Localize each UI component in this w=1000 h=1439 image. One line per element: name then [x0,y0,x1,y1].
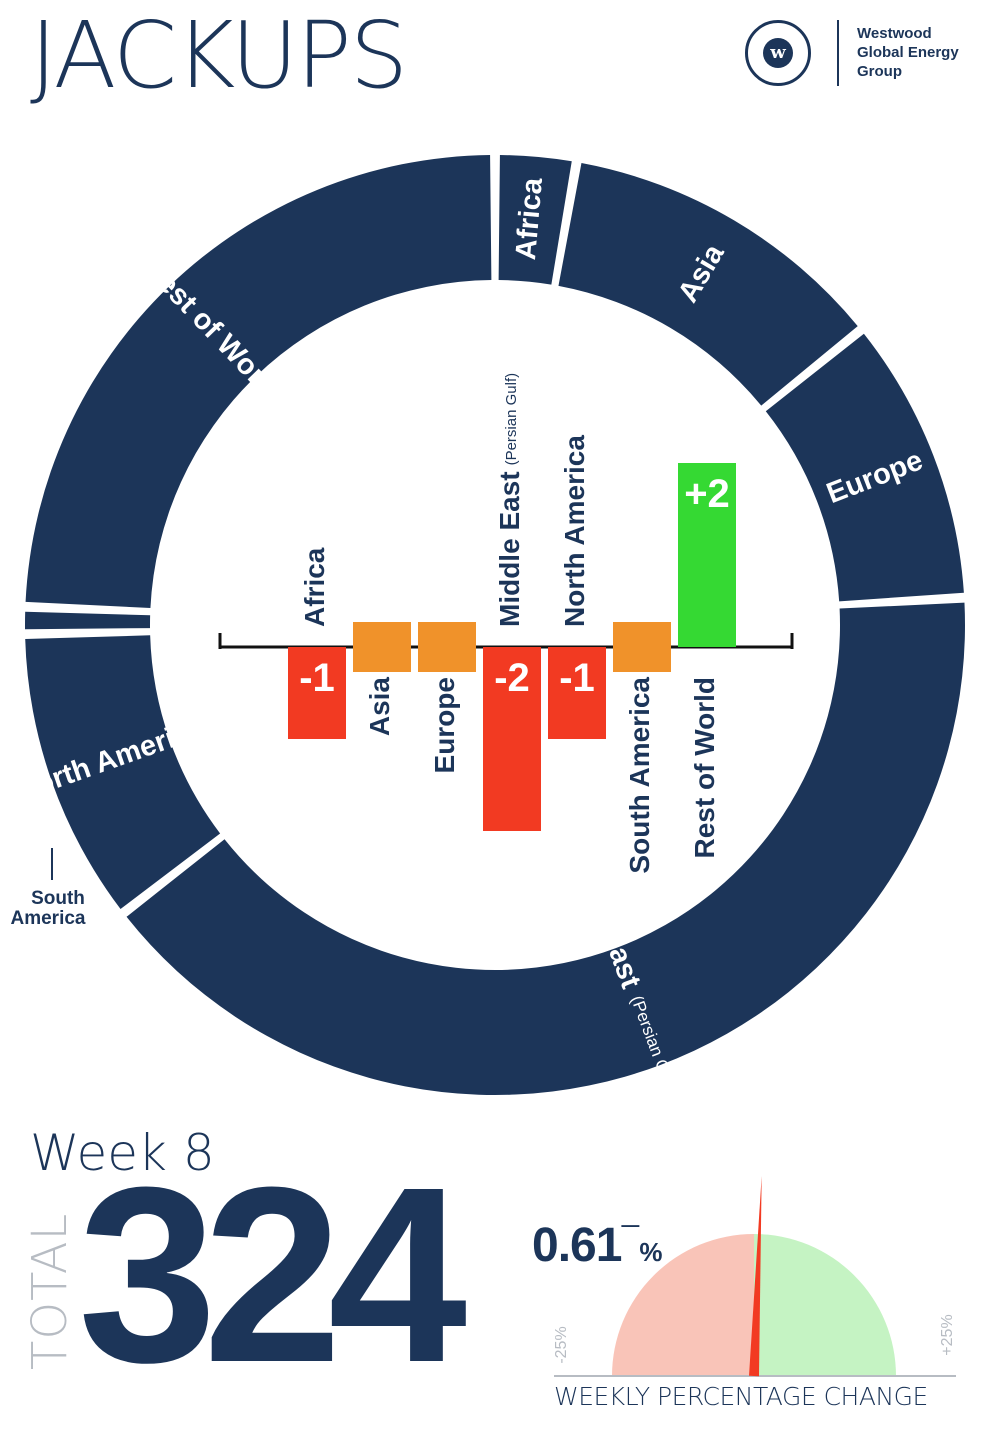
weekly-change-unit: % [639,1237,663,1267]
logo-mark-letter: w [763,38,793,68]
donut-label-word: South [31,888,85,909]
bar-category-label-middle-east: Middle East (Persian Gulf) [494,373,525,627]
gauge-title: WEEKLY PERCENTAGE CHANGE [554,1382,928,1411]
donut-external-label: South America [11,848,86,929]
donut-slice-north-america [25,635,221,910]
bar-value-label: -1 [559,656,595,700]
logo-text-line: Westwood [857,25,932,42]
logo-text-line: Group [857,63,902,80]
bar-category-main: South America [624,677,655,874]
donut-label-africa: Africa [510,176,549,262]
bar-value-label: -2 [494,656,530,700]
gauge-positive-half [754,1234,896,1376]
bar-south-america [613,622,671,672]
bar-category-main: Rest of World [689,677,720,858]
donut-slice-europe [765,333,964,602]
donut-label-word: America [11,908,86,929]
logo-mark-icon: w [745,20,811,86]
change-bar-chart: -1 Africa Asia Europe -2 Middle East (Persian … [218,373,794,874]
bar-rest-of-world [678,463,736,647]
total-value: 324 [78,1135,467,1414]
bar-north-america [548,647,606,739]
donut-slice-rest-of-world [25,155,492,609]
bar-category-main: North America [559,435,590,627]
total-label: TOTAL [22,1212,78,1370]
company-logo: w Westwood Global Energy Group [745,20,985,90]
bar-middle-east [483,647,541,831]
donut-slice-south-america [24,611,151,630]
bar-category-label-north-america: North America [559,435,590,627]
bar-asia [353,622,411,672]
bar-category-main: Europe [429,677,460,773]
gauge-max-label: +25% [939,1314,956,1355]
gauge-needle [749,1176,762,1377]
bar-value-label: -1 [299,656,335,700]
bar-category-main: Middle East [494,471,525,627]
donut-label-south-america: South America [11,888,86,929]
donut-slice-asia [558,163,858,406]
bar-europe [418,622,476,672]
donut-label-main: Africa [510,176,549,262]
donut-slice-middle-east [126,602,965,1095]
donut-slice-africa [498,155,572,285]
logo-text-line: Global Energy [857,44,959,61]
bar-category-sub: (Persian Gulf) [503,373,520,466]
bar-category-main: Africa [299,547,330,627]
bar-value-label: +2 [684,472,730,516]
weekly-change-value: 0.61 [532,1219,622,1272]
logo-divider [837,20,839,86]
bar-category-main: Asia [364,677,395,737]
bar-category-label-rest-of-world: Rest of World [689,677,720,858]
page-title: JACKUPS [30,2,408,109]
bar-category-label-south-america: South America [624,677,655,874]
bar-category-label-asia: Asia [364,677,395,737]
weekly-change-gauge: -25% +25% [553,1176,956,1377]
bar-category-label-europe: Europe [429,677,460,773]
change-direction-icon: — [621,1215,640,1235]
bar-category-label-africa: Africa [299,547,330,627]
weekly-change-readout: 0.61—% [532,1215,663,1273]
gauge-negative-half [612,1234,754,1376]
gauge-min-label: -25% [553,1326,570,1363]
bar-africa [288,647,346,739]
week-label: Week 8 [30,1124,215,1182]
logo-text: Westwood Global Energy Group [857,24,959,81]
